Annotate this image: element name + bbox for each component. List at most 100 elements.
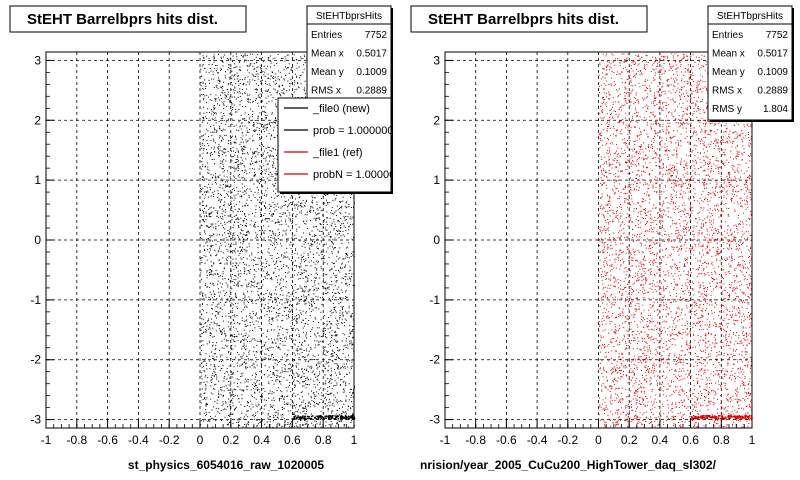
hit-point xyxy=(228,381,229,382)
hit-point xyxy=(242,84,244,86)
hit-point xyxy=(254,153,255,154)
hit-point xyxy=(279,71,281,73)
hit-point xyxy=(228,113,230,115)
hit-point xyxy=(234,265,236,266)
hit-point xyxy=(218,291,220,293)
hit-point xyxy=(334,285,336,287)
hit-point xyxy=(284,213,286,215)
hit-point xyxy=(267,177,269,179)
hit-point xyxy=(208,57,210,59)
hit-point xyxy=(244,91,246,93)
hit-point xyxy=(202,176,204,178)
hit-point xyxy=(286,307,288,309)
hit-point xyxy=(247,95,249,97)
hit-point xyxy=(271,71,273,73)
hit-point xyxy=(308,247,310,249)
hit-point xyxy=(306,376,308,378)
hit-point xyxy=(331,267,333,269)
hit-point xyxy=(251,364,253,366)
hit-point xyxy=(263,125,265,127)
hit-point xyxy=(230,200,232,202)
hit-point xyxy=(240,55,242,56)
hit-point xyxy=(246,273,248,275)
hit-point xyxy=(206,128,207,130)
hit-point xyxy=(201,366,203,368)
hit-point xyxy=(324,403,326,405)
hit-point xyxy=(273,214,275,216)
hit-point xyxy=(211,224,213,226)
hit-point xyxy=(275,118,277,120)
hit-point xyxy=(251,415,253,417)
hit-point xyxy=(262,124,264,125)
hit-point xyxy=(210,235,212,237)
hit-point xyxy=(239,104,241,106)
hit-point xyxy=(319,371,320,373)
hit-point xyxy=(222,180,224,182)
hit-point xyxy=(265,357,267,359)
hit-point xyxy=(222,395,224,396)
hit-point xyxy=(265,97,267,99)
hit-point xyxy=(275,177,277,179)
hit-point xyxy=(254,123,255,125)
hit-point xyxy=(318,260,319,262)
hit-point xyxy=(212,308,213,310)
hit-point xyxy=(220,162,222,164)
hit-point xyxy=(319,234,321,236)
hit-point xyxy=(238,166,239,168)
hit-point xyxy=(207,166,209,168)
hit-point xyxy=(300,391,302,393)
hit-point xyxy=(334,292,336,294)
hit-point xyxy=(347,246,349,248)
hit-point xyxy=(235,295,237,297)
hit-point xyxy=(305,405,307,407)
hit-point xyxy=(310,413,312,415)
hit-point xyxy=(233,322,235,324)
hit-point xyxy=(294,88,296,90)
hit-point xyxy=(335,210,337,212)
hit-point xyxy=(326,324,328,326)
hit-point xyxy=(221,347,223,349)
hit-point xyxy=(333,339,335,340)
hit-point xyxy=(273,373,275,375)
hit-point xyxy=(244,320,246,322)
hit-point xyxy=(234,135,236,137)
hit-point xyxy=(250,63,252,65)
hit-point xyxy=(262,262,264,264)
hit-point xyxy=(257,94,259,96)
hit-point xyxy=(323,220,325,222)
hit-point xyxy=(216,324,218,326)
hit-point xyxy=(268,160,270,162)
hit-point xyxy=(265,147,267,149)
hit-point xyxy=(240,333,242,335)
hit-point xyxy=(299,315,300,317)
hit-point xyxy=(302,401,304,403)
hit-point xyxy=(243,389,245,391)
hit-point xyxy=(224,408,226,410)
hit-point xyxy=(337,367,339,368)
hit-point xyxy=(318,389,320,391)
hit-point xyxy=(244,55,246,57)
hit-point xyxy=(207,320,208,322)
hit-point xyxy=(284,369,286,371)
hit-point xyxy=(249,64,251,66)
hit-point xyxy=(226,339,227,341)
hit-point xyxy=(247,423,249,425)
hit-point xyxy=(271,324,273,325)
hit-point xyxy=(268,316,270,318)
hit-point xyxy=(299,75,301,77)
hit-point xyxy=(237,217,239,219)
hit-point xyxy=(281,367,283,369)
hit-point xyxy=(231,191,233,193)
hit-point xyxy=(208,209,210,211)
hit-point xyxy=(254,174,256,176)
hit-point xyxy=(213,124,215,126)
hit-point xyxy=(242,336,244,338)
hit-point xyxy=(243,292,245,294)
hit-point xyxy=(207,238,209,240)
hit-point xyxy=(258,419,260,421)
hit-point xyxy=(246,173,248,175)
hit-point xyxy=(202,200,204,202)
hit-point xyxy=(282,266,284,268)
hit-point xyxy=(226,256,228,258)
hit-point xyxy=(262,297,264,299)
